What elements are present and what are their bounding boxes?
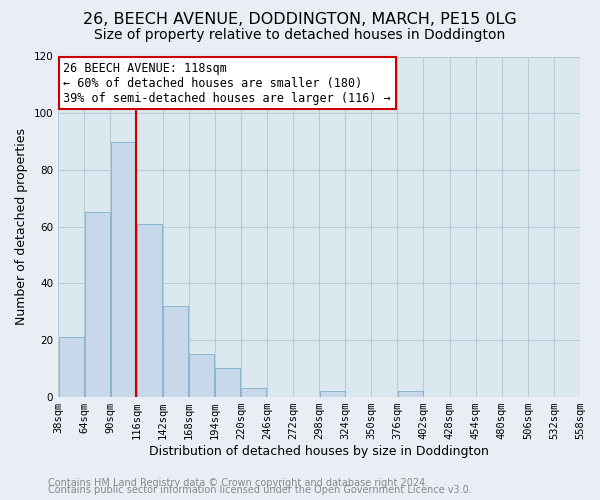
Text: Size of property relative to detached houses in Doddington: Size of property relative to detached ho… (94, 28, 506, 42)
Y-axis label: Number of detached properties: Number of detached properties (15, 128, 28, 325)
Bar (85, 212, 110, 396)
Text: 26, BEECH AVENUE, DODDINGTON, MARCH, PE15 0LG: 26, BEECH AVENUE, DODDINGTON, MARCH, PE1… (83, 12, 517, 28)
Bar (241, 388, 266, 396)
Bar (189, 354, 214, 397)
Bar (111, 142, 136, 396)
Text: 26 BEECH AVENUE: 118sqm
← 60% of detached houses are smaller (180)
39% of semi-d: 26 BEECH AVENUE: 118sqm ← 60% of detache… (64, 62, 391, 104)
X-axis label: Distribution of detached houses by size in Doddington: Distribution of detached houses by size … (149, 444, 489, 458)
Bar (59, 337, 84, 396)
Bar (137, 224, 162, 396)
Bar (163, 306, 188, 396)
Bar (215, 368, 241, 396)
Bar (398, 391, 423, 396)
Text: Contains public sector information licensed under the Open Government Licence v3: Contains public sector information licen… (48, 485, 472, 495)
Text: Contains HM Land Registry data © Crown copyright and database right 2024.: Contains HM Land Registry data © Crown c… (48, 478, 428, 488)
Bar (320, 391, 344, 396)
